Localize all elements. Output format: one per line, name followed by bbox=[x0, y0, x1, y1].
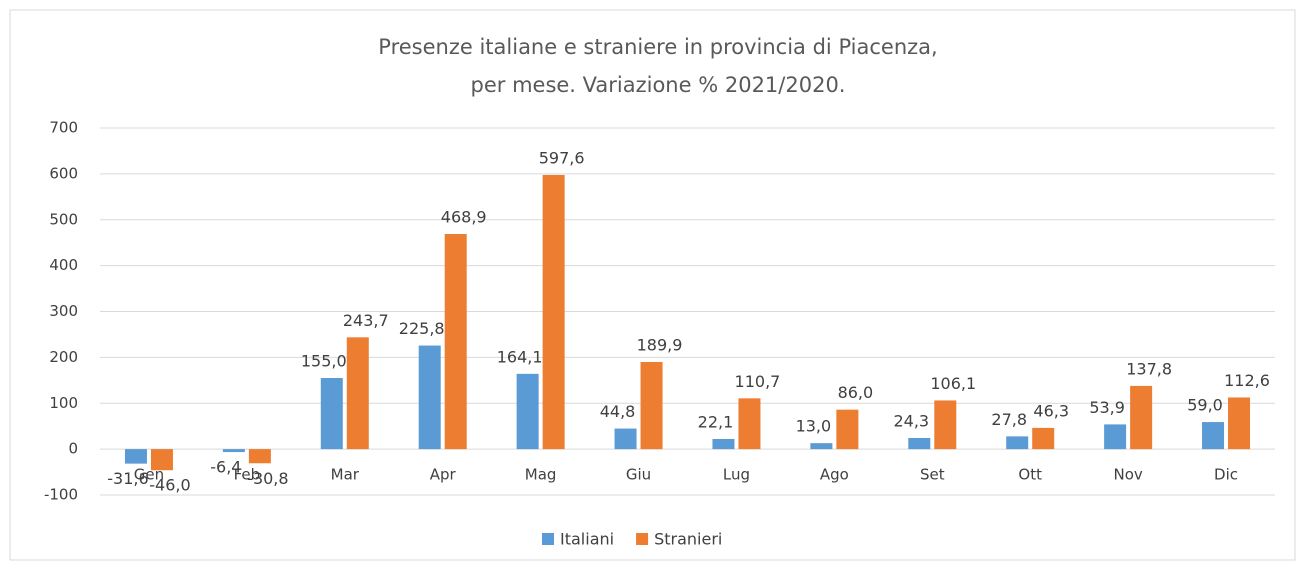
bar bbox=[908, 437, 931, 450]
bar bbox=[614, 428, 637, 450]
value-label: -31,6 bbox=[107, 469, 148, 488]
bar bbox=[418, 345, 441, 450]
x-tick-label: Ago bbox=[820, 466, 849, 484]
legend-label: Stranieri bbox=[654, 530, 722, 549]
value-label: 597,6 bbox=[539, 148, 585, 167]
value-label: 86,0 bbox=[838, 383, 874, 402]
value-label: 110,7 bbox=[735, 372, 781, 391]
legend-swatch bbox=[636, 533, 649, 545]
chart-title: Presenze italiane e straniere in provinc… bbox=[378, 35, 937, 59]
value-label: 106,1 bbox=[930, 374, 976, 393]
value-label: 24,3 bbox=[893, 411, 929, 430]
y-tick-label: 300 bbox=[49, 302, 78, 320]
bar bbox=[124, 449, 147, 464]
legend-label: Italiani bbox=[560, 530, 614, 549]
bar bbox=[738, 398, 761, 450]
y-tick-label: 200 bbox=[49, 348, 78, 366]
y-tick-label: 400 bbox=[49, 256, 78, 274]
value-label: 468,9 bbox=[441, 208, 487, 227]
bar bbox=[1202, 422, 1225, 450]
bar bbox=[444, 234, 467, 450]
y-tick-label: 600 bbox=[49, 164, 78, 182]
x-tick-label: Mar bbox=[331, 466, 360, 484]
x-tick-label: Set bbox=[920, 466, 945, 484]
bar bbox=[836, 409, 859, 450]
y-tick-label: 500 bbox=[49, 210, 78, 228]
y-tick-label: 700 bbox=[49, 119, 78, 137]
bar bbox=[222, 449, 245, 453]
bar bbox=[320, 378, 343, 450]
value-label: 22,1 bbox=[698, 412, 734, 431]
value-label: 164,1 bbox=[497, 347, 543, 366]
bar bbox=[1130, 385, 1153, 450]
y-tick-label: 0 bbox=[68, 440, 78, 458]
bar bbox=[542, 174, 565, 450]
x-tick-label: Feb bbox=[234, 466, 261, 484]
bar bbox=[934, 400, 957, 450]
x-tick-label: Ott bbox=[1018, 466, 1042, 484]
y-tick-label: -100 bbox=[44, 486, 78, 504]
value-label: 44,8 bbox=[600, 402, 636, 421]
bar bbox=[248, 449, 271, 464]
value-label: 13,0 bbox=[796, 417, 832, 436]
chart-border bbox=[9, 9, 1296, 561]
y-tick-label: 100 bbox=[49, 394, 78, 412]
bar bbox=[346, 337, 369, 450]
x-tick-label: Nov bbox=[1113, 466, 1142, 484]
value-label: -30,8 bbox=[247, 469, 288, 488]
value-label: 59,0 bbox=[1187, 396, 1223, 415]
value-label: 53,9 bbox=[1089, 398, 1125, 417]
value-label: 155,0 bbox=[301, 352, 347, 371]
value-label: -6,4 bbox=[210, 458, 241, 477]
bar bbox=[150, 449, 173, 471]
bar bbox=[516, 373, 539, 450]
x-tick-label: Mag bbox=[525, 466, 557, 484]
value-label: 137,8 bbox=[1126, 359, 1172, 378]
value-label: 46,3 bbox=[1033, 401, 1069, 420]
value-label: 189,9 bbox=[637, 336, 683, 355]
x-tick-label: Lug bbox=[723, 466, 750, 484]
x-tick-label: Dic bbox=[1214, 466, 1238, 484]
value-label: 225,8 bbox=[399, 319, 445, 338]
bar bbox=[1032, 427, 1055, 450]
bar bbox=[1104, 424, 1127, 450]
x-tick-label: Apr bbox=[430, 466, 457, 484]
bar bbox=[810, 443, 833, 450]
legend-swatch bbox=[542, 533, 554, 545]
value-label: 27,8 bbox=[991, 410, 1027, 429]
value-label: 243,7 bbox=[343, 311, 389, 330]
bar bbox=[1006, 436, 1029, 450]
bar bbox=[712, 438, 735, 450]
value-label: 112,6 bbox=[1224, 371, 1270, 390]
chart-title: per mese. Variazione % 2021/2020. bbox=[471, 73, 846, 97]
bar bbox=[640, 362, 663, 450]
bar bbox=[1228, 397, 1251, 450]
x-tick-label: Giu bbox=[626, 466, 651, 484]
value-label: -46,0 bbox=[149, 476, 190, 495]
